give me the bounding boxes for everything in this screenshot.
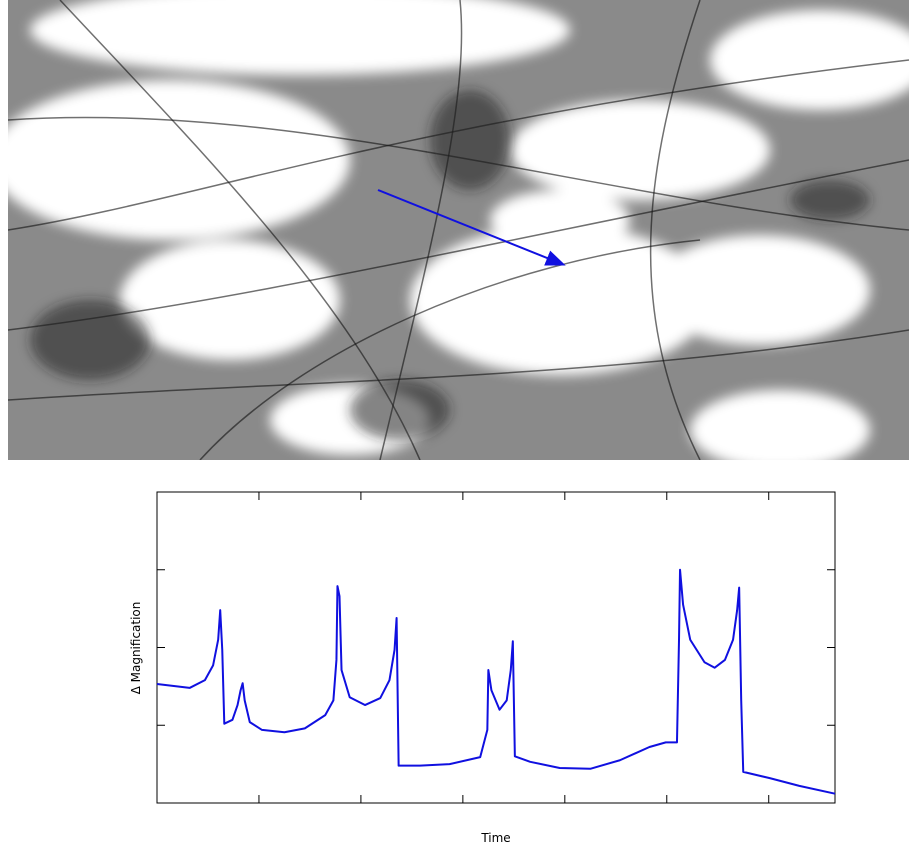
plot-frame: [156, 491, 836, 804]
y-axis-label: Δ Magnification: [129, 602, 143, 695]
track-arrow: [377, 189, 566, 266]
light-curve: [156, 568, 836, 795]
caustic-map: [8, 0, 909, 460]
x-axis-label: Time: [480, 831, 510, 845]
